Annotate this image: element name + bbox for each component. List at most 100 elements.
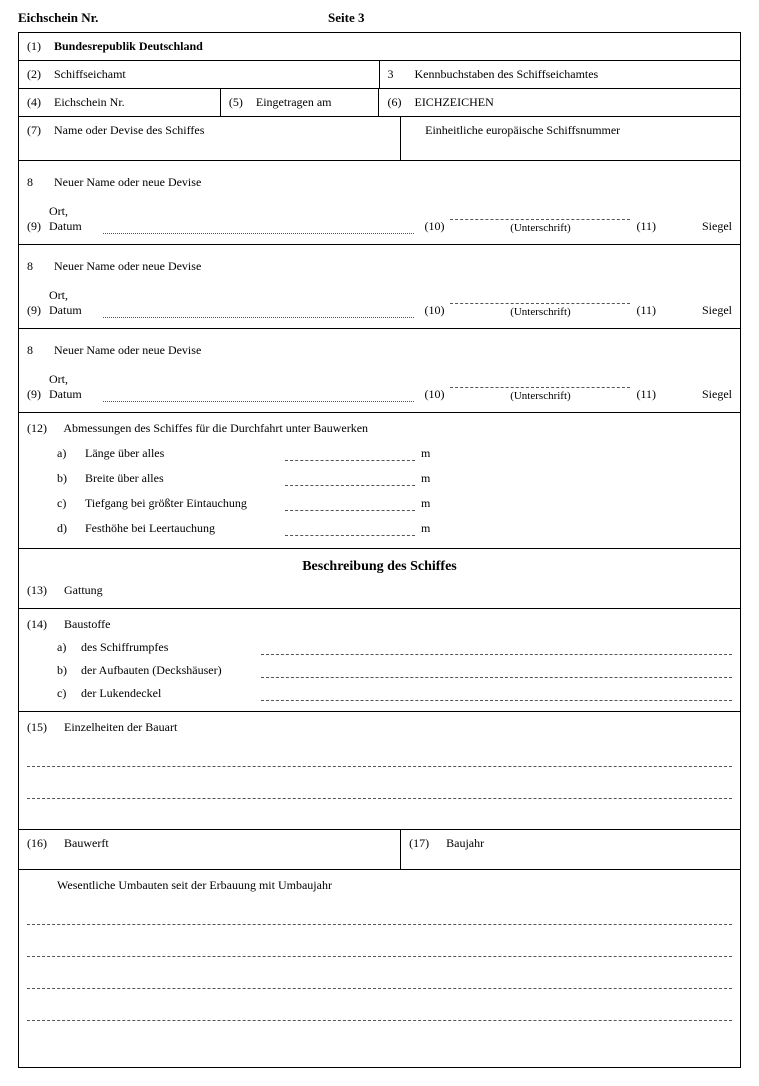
dim-unit: m: [421, 471, 441, 486]
sec14-head: (14) Baustoffe: [27, 617, 732, 632]
dotted-line: [103, 308, 414, 318]
num-17: (17): [409, 836, 443, 851]
dash-line: [27, 789, 732, 799]
paren-11: (11): [630, 219, 662, 234]
cell-1: (1) Bundesrepublik Deutschland: [19, 33, 740, 60]
dash-line: [27, 947, 732, 957]
row-16: (16) Bauwerft (17) Baujahr: [19, 830, 740, 870]
text-3: Kennbuchstaben des Schiffseichamtes: [415, 67, 599, 81]
dim-line: [285, 476, 415, 486]
dim-label: Länge über alles: [85, 446, 285, 461]
desc-title: Beschreibung des Schiffes: [19, 549, 740, 581]
nb-top-text: Neuer Name oder neue Devise: [54, 259, 201, 273]
dimension-row: d)Festhöhe bei Leertauchung m: [57, 521, 732, 536]
text-15: Einzelheiten der Bauart: [64, 720, 177, 734]
rebuild-head: Wesentliche Umbauten seit der Erbauung m…: [27, 878, 732, 893]
row-1: (1) Bundesrepublik Deutschland: [19, 33, 740, 61]
form-outer: (1) Bundesrepublik Deutschland (2) Schif…: [18, 32, 741, 1068]
nb-ort: Ort, Datum: [49, 204, 103, 234]
cell-7: (7) Name oder Devise des Schiffes: [19, 117, 401, 160]
num-14: (14): [27, 617, 61, 632]
dim-letter: d): [57, 521, 85, 536]
dash-line: [27, 979, 732, 989]
name-block: 8 Neuer Name oder neue Devise(9)Ort, Dat…: [19, 161, 740, 245]
cell-17: (17) Baujahr: [401, 830, 740, 869]
nb-top-text: Neuer Name oder neue Devise: [54, 175, 201, 189]
nb-bottom: (9)Ort, Datum(10)(Unterschrift)(11)Siege…: [27, 372, 732, 402]
paren-10: (10): [418, 387, 450, 402]
header-left: Eichschein Nr.: [18, 10, 328, 26]
sig-label: (Unterschrift): [510, 222, 570, 234]
num-7: (7): [27, 123, 51, 138]
mat-label: der Aufbauten (Deckshäuser): [81, 663, 261, 678]
name-block: 8 Neuer Name oder neue Devise (9)Ort, Dat…: [19, 245, 740, 329]
dash-line: [261, 645, 732, 655]
section-13-wrap: Beschreibung des Schiffes (13) Gattung: [19, 549, 740, 609]
text-7: Name oder Devise des Schiffes: [54, 123, 204, 137]
dim-unit: m: [421, 521, 441, 536]
signature: (Unterschrift): [450, 210, 630, 234]
text-5: Eingetragen am: [256, 95, 332, 109]
nb-bottom: (9)Ort, Datum(10)(Unterschrift)(11)Siege…: [27, 204, 732, 234]
dash-line: [261, 668, 732, 678]
siegel: Siegel: [662, 303, 732, 318]
section-12: (12) Abmessungen des Schiffes für die Du…: [19, 413, 740, 549]
sig-label: (Unterschrift): [510, 306, 570, 318]
text-13: Gattung: [64, 583, 103, 597]
dim-line: [285, 451, 415, 461]
siegel: Siegel: [662, 387, 732, 402]
dimension-row: a)Länge über alles m: [57, 446, 732, 461]
text-14: Baustoffe: [64, 617, 110, 631]
dimension-row: b)Breite über allesm: [57, 471, 732, 486]
cell-2: (2) Schiffseichamt: [19, 61, 380, 88]
cell-3: 3 Kennbuchstaben des Schiffseichamtes: [380, 61, 741, 88]
nb-top: 8 Neuer Name oder neue Devise: [27, 175, 732, 190]
nb-bottom-num: (9): [27, 303, 49, 318]
text-4: Eichschein Nr.: [54, 95, 125, 109]
name-block: 8 Neuer Name oder neue Devise(9)Ort, Dat…: [19, 329, 740, 413]
dash-line: [27, 915, 732, 925]
dim-unit: m: [421, 446, 441, 461]
dimension-row: c)Tiefgang bei größter Eintauchungm: [57, 496, 732, 511]
num-13: (13): [27, 583, 61, 598]
dim-label: Festhöhe bei Leertauchung: [85, 521, 285, 536]
paren-11: (11): [630, 387, 662, 402]
dim-letter: a): [57, 446, 85, 461]
text-16: Bauwerft: [64, 836, 109, 850]
dotted-line: [103, 392, 414, 402]
dim-label: Tiefgang bei größter Eintauchung: [85, 496, 285, 511]
row-3: (4) Eichschein Nr. (5) Eingetragen am (6…: [19, 89, 740, 117]
sig-label: (Unterschrift): [510, 390, 570, 402]
mat-label: des Schiffrumpfes: [81, 640, 261, 655]
cell-5: (5) Eingetragen am: [221, 89, 380, 116]
signature: (Unterschrift): [450, 378, 630, 402]
nb-ort: Ort, Datum: [49, 288, 103, 318]
num-15: (15): [27, 720, 61, 735]
paren-11: (11): [630, 303, 662, 318]
nb-top-text: Neuer Name oder neue Devise: [54, 343, 201, 357]
text-2: Schiffseichamt: [54, 67, 126, 81]
text-eu: Einheitliche europäische Schiffsnummer: [425, 123, 620, 137]
nb-top: 8 Neuer Name oder neue Devise: [27, 343, 732, 358]
dash-line: [27, 757, 732, 767]
text-17: Baujahr: [446, 836, 484, 850]
material-row: b)der Aufbauten (Deckshäuser): [57, 663, 732, 678]
dim-letter: b): [57, 471, 85, 486]
material-row: a)des Schiffrumpfes: [57, 640, 732, 655]
dotted-line: [103, 224, 414, 234]
siegel: Siegel: [662, 219, 732, 234]
sig-line: [450, 210, 630, 220]
nb-bottom: (9)Ort, Datum (10) (Unterschrift) (11)Siege…: [27, 288, 732, 318]
page-header: Eichschein Nr. Seite 3: [18, 10, 741, 32]
paren-10: (10): [418, 303, 450, 318]
num-4: (4): [27, 95, 51, 110]
nb-top-num: 8: [27, 259, 51, 274]
dim-line: [285, 501, 415, 511]
row-4: (7) Name oder Devise des Schiffes Einhei…: [19, 117, 740, 161]
dim-line: [285, 526, 415, 536]
nb-bottom-num: (9): [27, 387, 49, 402]
mat-letter: b): [57, 663, 81, 678]
num-5: (5): [229, 95, 253, 110]
header-page: Seite 3: [328, 10, 364, 26]
sec15-head: (15) Einzelheiten der Bauart: [27, 720, 732, 735]
